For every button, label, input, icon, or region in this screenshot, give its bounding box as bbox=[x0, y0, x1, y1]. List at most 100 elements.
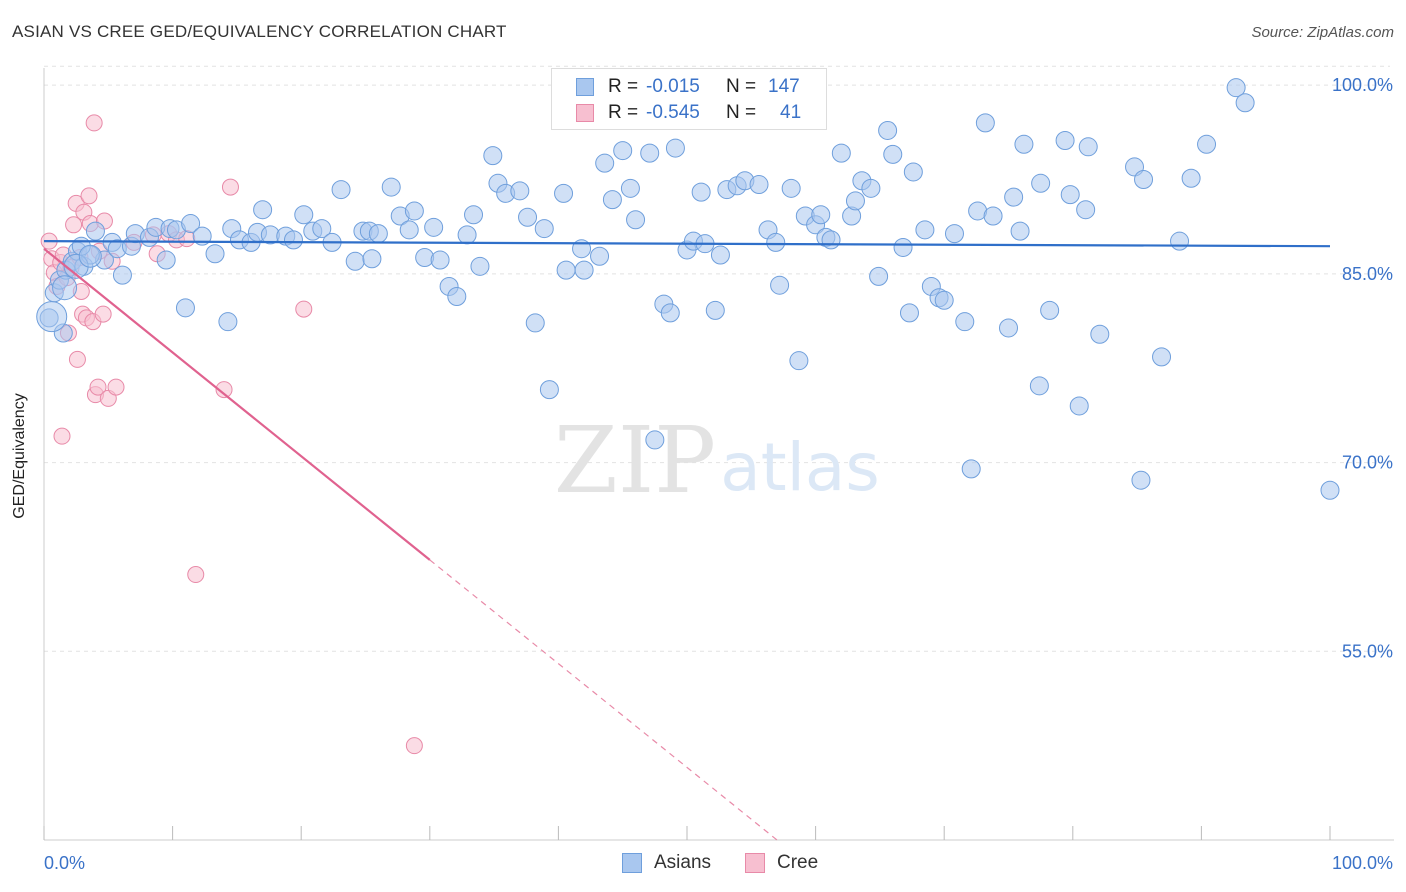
asians-points bbox=[36, 78, 1340, 500]
cree-point bbox=[221, 178, 239, 196]
y-tick-label: 55.0% bbox=[1342, 641, 1393, 661]
asian-point bbox=[1226, 78, 1246, 98]
legend-row-asians: R = -0.015 N = 147 bbox=[576, 74, 800, 100]
asian-point bbox=[955, 312, 975, 332]
legend-row-cree: R = -0.545 N = 41 bbox=[576, 100, 801, 126]
asian-point bbox=[518, 207, 538, 227]
asian-point bbox=[944, 224, 964, 244]
source-label: Source: ZipAtlas.com bbox=[1251, 24, 1394, 41]
asian-point bbox=[156, 250, 176, 270]
asian-point bbox=[620, 178, 640, 198]
cree-legend-label: Cree bbox=[777, 852, 819, 873]
asian-point bbox=[1134, 170, 1154, 190]
cree-trend-dashed bbox=[429, 559, 778, 841]
r-label: R = bbox=[608, 102, 639, 123]
asian-point bbox=[404, 201, 424, 221]
asian-point bbox=[253, 200, 273, 220]
asians-legend-swatch bbox=[622, 853, 642, 873]
asian-point bbox=[869, 266, 889, 286]
asian-point bbox=[602, 190, 622, 210]
asian-point bbox=[983, 206, 1003, 226]
asian-point bbox=[424, 217, 444, 237]
asian-point bbox=[934, 290, 954, 310]
asian-point bbox=[903, 162, 923, 182]
r-value: -0.015 bbox=[646, 76, 700, 97]
asian-point bbox=[1029, 376, 1049, 396]
asian-point bbox=[1078, 137, 1098, 157]
cree-point bbox=[89, 378, 107, 396]
asian-point bbox=[470, 256, 490, 276]
asian-point bbox=[283, 230, 303, 250]
y-tick-label: 70.0% bbox=[1342, 453, 1393, 473]
asian-point bbox=[85, 221, 105, 241]
asian-point bbox=[574, 260, 594, 280]
asian-point bbox=[789, 351, 809, 371]
asian-point bbox=[893, 237, 913, 257]
asian-point bbox=[112, 265, 132, 285]
watermark-zip: ZIP bbox=[554, 407, 716, 514]
asian-point bbox=[36, 301, 68, 333]
asian-point bbox=[464, 205, 484, 225]
asian-point bbox=[175, 298, 195, 318]
asian-point bbox=[534, 219, 554, 239]
asian-point bbox=[192, 226, 212, 246]
asian-point bbox=[710, 245, 730, 265]
asians-trend-solid bbox=[43, 240, 1331, 248]
x-tick-label: 0.0% bbox=[44, 853, 85, 873]
legend-item-cree[interactable]: Cree bbox=[745, 852, 818, 874]
asian-point bbox=[554, 183, 574, 203]
asian-point bbox=[381, 177, 401, 197]
asian-point bbox=[665, 138, 685, 158]
asian-point bbox=[626, 210, 646, 230]
y-tick-label: 100.0% bbox=[1332, 75, 1393, 95]
asian-point bbox=[861, 178, 881, 198]
cree-point bbox=[295, 300, 313, 318]
asian-point bbox=[1004, 187, 1024, 207]
cree-point bbox=[53, 427, 71, 445]
cree-point bbox=[94, 305, 112, 323]
asian-point bbox=[705, 300, 725, 320]
asian-point bbox=[640, 143, 660, 163]
asian-point bbox=[770, 275, 790, 295]
chart-title: ASIAN VS CREE GED/EQUIVALENCY CORRELATIO… bbox=[12, 22, 507, 41]
watermark-atlas: atlas bbox=[720, 429, 880, 506]
asian-point bbox=[961, 459, 981, 479]
asian-point bbox=[1010, 221, 1030, 241]
asian-point bbox=[368, 224, 388, 244]
cree-swatch bbox=[576, 104, 594, 122]
asian-point bbox=[345, 251, 365, 271]
asian-point bbox=[645, 430, 665, 450]
n-label: N = bbox=[726, 76, 757, 97]
asian-point bbox=[1197, 134, 1217, 154]
asians-legend-label: Asians bbox=[654, 852, 712, 873]
y-tick-label: 85.0% bbox=[1342, 264, 1393, 284]
grid-lines bbox=[44, 65, 1390, 652]
asian-point bbox=[294, 205, 314, 225]
asian-point bbox=[845, 191, 865, 211]
legend-item-asians[interactable]: Asians bbox=[622, 852, 711, 874]
stats-legend: R = -0.015 N = 147 R = -0.545 N = 41 bbox=[551, 68, 827, 130]
asian-point bbox=[821, 230, 841, 250]
asian-point bbox=[1320, 480, 1340, 500]
r-label: R = bbox=[608, 76, 639, 97]
asian-point bbox=[1031, 173, 1051, 193]
asian-point bbox=[205, 244, 225, 264]
n-value: 41 bbox=[780, 102, 802, 123]
cree-point bbox=[187, 566, 205, 584]
axes bbox=[43, 68, 1394, 841]
asian-point bbox=[915, 220, 935, 240]
asian-point bbox=[1181, 168, 1201, 188]
watermark: ZIP atlas bbox=[554, 407, 880, 514]
asian-point bbox=[430, 250, 450, 270]
asian-point bbox=[1235, 93, 1255, 113]
asian-point bbox=[181, 214, 201, 234]
cree-point bbox=[68, 350, 86, 368]
asian-point bbox=[595, 153, 615, 173]
asian-point bbox=[883, 144, 903, 164]
asian-point bbox=[590, 246, 610, 266]
asian-point bbox=[483, 146, 503, 166]
cree-trend-solid bbox=[43, 247, 431, 561]
cree-point bbox=[85, 114, 103, 132]
asian-point bbox=[878, 120, 898, 140]
asian-point bbox=[975, 113, 995, 133]
